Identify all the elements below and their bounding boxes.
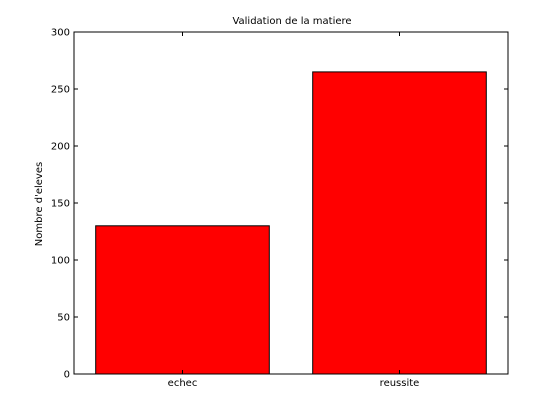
- y-tick-label-300: 300: [51, 28, 70, 39]
- y-tick-label-100: 100: [51, 256, 70, 267]
- y-tick-label-250: 250: [51, 85, 70, 96]
- x-ticks-group: echec reussite: [168, 32, 420, 389]
- chart-title: Validation de la matiere: [232, 16, 351, 27]
- plot-frame: [73, 31, 509, 375]
- bar-reussite: [312, 71, 487, 375]
- x-tick-label-echec: echec: [168, 378, 198, 389]
- y-tick-label-150: 150: [51, 199, 70, 210]
- y-tick-label-50: 50: [57, 313, 70, 324]
- y-ticks-group: 0 50 100 150 200 250 300: [51, 28, 508, 381]
- bars-group: [95, 71, 487, 375]
- x-tick-label-reussite: reussite: [380, 378, 420, 389]
- y-axis-label: Nombre d'eleves: [34, 162, 45, 246]
- y-tick-label-200: 200: [51, 142, 70, 153]
- bar-echec: [95, 225, 270, 375]
- y-tick-label-0: 0: [64, 370, 70, 381]
